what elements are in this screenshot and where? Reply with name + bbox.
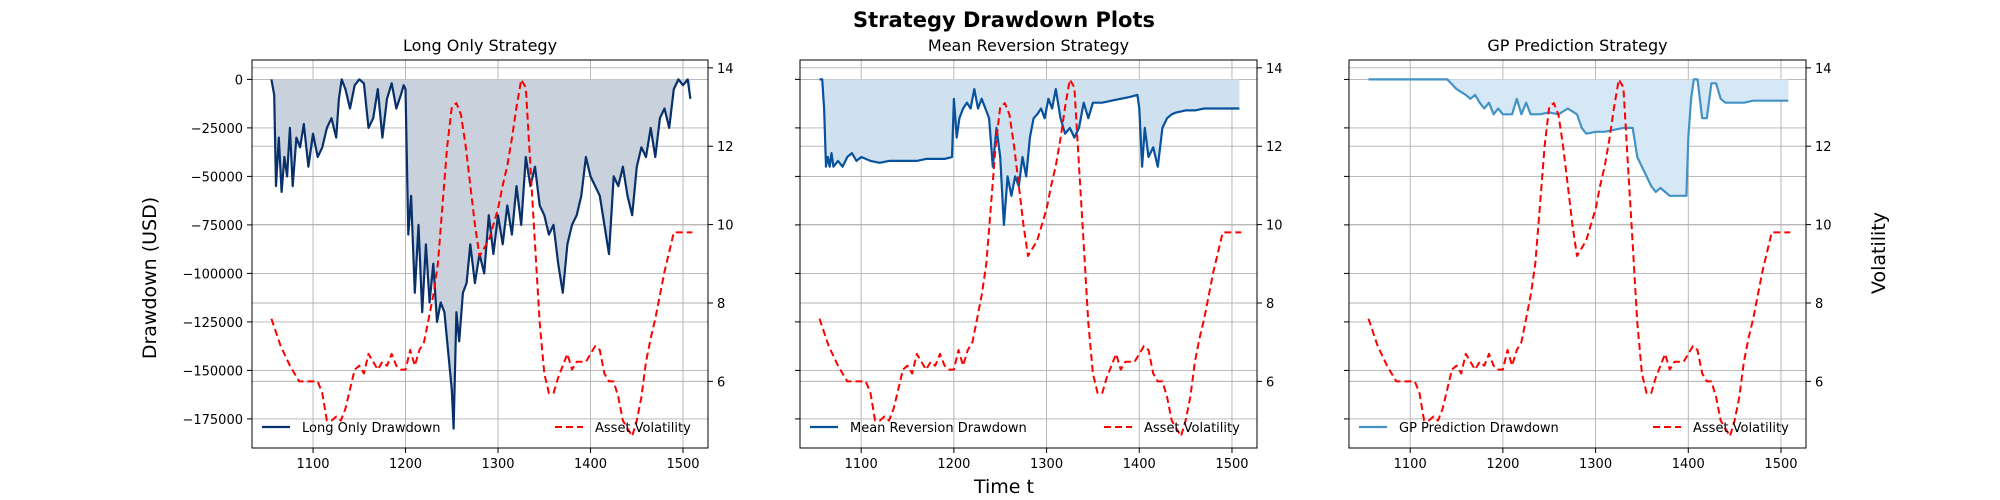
y-axis-label-left: Drawdown (USD) [139, 197, 161, 359]
figure-title: Strategy Drawdown Plots [853, 8, 1155, 32]
panels: Long Only Strategy 1100 1200 1300 1400 1500 0 −… [182, 36, 1831, 472]
y-tick-label: −25000 [191, 122, 243, 137]
y-tick-label: −50000 [191, 170, 243, 185]
y-tick-label: −125000 [182, 316, 243, 331]
y-tick-label: −75000 [191, 219, 243, 234]
drawdown-fill [819, 79, 1240, 225]
legend-label-volatility: Asset Volatility [1693, 421, 1789, 436]
x-tick-label: 1100 [1394, 457, 1427, 472]
plot-area [1367, 78, 1791, 438]
x-tick-label: 1400 [1672, 457, 1705, 472]
x-tick-label: 1300 [1579, 457, 1612, 472]
legend-label-volatility: Asset Volatility [595, 421, 691, 436]
drawdown-fill [1368, 79, 1789, 196]
plot-area [818, 78, 1242, 438]
y2-tick-label: 8 [717, 297, 725, 312]
y2-tick-label: 12 [717, 140, 734, 155]
panel-title: Long Only Strategy [403, 36, 557, 55]
y2-tick-label: 6 [1266, 375, 1274, 390]
y2-tick-label: 14 [1815, 62, 1832, 77]
legend-right: Asset Volatility [1104, 421, 1240, 436]
x-tick-label: 1400 [1123, 457, 1156, 472]
y-tick-label: −100000 [182, 267, 243, 282]
legend-left: Long Only Drawdown [262, 421, 441, 436]
x-tick-label: 1200 [389, 457, 422, 472]
panel-title: GP Prediction Strategy [1487, 36, 1667, 55]
y2-tick-label: 8 [1815, 297, 1823, 312]
y-axis-label-right: Volatility [1868, 212, 1890, 294]
y2-tick-label: 14 [1266, 62, 1283, 77]
y2-tick-label: 12 [1815, 140, 1832, 155]
legend-right: Asset Volatility [1653, 421, 1789, 436]
y2-tick-label: 12 [1266, 140, 1283, 155]
legend-right: Asset Volatility [555, 421, 691, 436]
legend-label-drawdown: Long Only Drawdown [302, 421, 441, 436]
volatility-line [1367, 78, 1791, 438]
x-tick-label: 1300 [1030, 457, 1063, 472]
y2-tick-label: 8 [1266, 297, 1274, 312]
plot-area [270, 78, 693, 438]
y2-tick-label: 6 [1815, 375, 1823, 390]
y-tick-label: −175000 [182, 413, 243, 428]
legend-label-drawdown: GP Prediction Drawdown [1399, 421, 1559, 436]
x-tick-label: 1500 [1764, 457, 1797, 472]
x-tick-label: 1300 [481, 457, 514, 472]
axes-frame [251, 59, 709, 449]
x-tick-label: 1200 [937, 457, 970, 472]
axes-frame [799, 59, 1258, 449]
y2-tick-label: 10 [1815, 219, 1832, 234]
legend-left: Mean Reversion Drawdown [810, 421, 1027, 436]
panel-1: Long Only Strategy 1100 1200 1300 1400 1500 0 −… [182, 36, 733, 472]
y2-tick-label: 10 [1266, 219, 1283, 234]
drawdown-line [1368, 78, 1789, 197]
x-tick-label: 1200 [1486, 457, 1519, 472]
y-tick-label: 0 [235, 73, 243, 88]
panel-2: Mean Reversion Strategy 1100 1200 1300 1400 1… [795, 36, 1283, 472]
x-tick-label: 1100 [296, 457, 329, 472]
volatility-line [818, 78, 1242, 438]
y-tick-label: −150000 [182, 364, 243, 379]
x-tick-label: 1500 [1215, 457, 1248, 472]
x-tick-label: 1400 [574, 457, 607, 472]
y2-tick-label: 14 [717, 62, 734, 77]
legend-label-drawdown: Mean Reversion Drawdown [850, 421, 1027, 436]
x-tick-label: 1100 [845, 457, 878, 472]
y2-tick-label: 10 [717, 219, 734, 234]
panel-title: Mean Reversion Strategy [928, 36, 1129, 55]
panel-3: GP Prediction Strategy 1100 1200 1300 1400 15… [1344, 36, 1832, 472]
x-axis-label: Time t [973, 476, 1034, 498]
volatility-line [270, 78, 693, 438]
legend-left: GP Prediction Drawdown [1359, 421, 1559, 436]
drawdown-line [270, 78, 692, 430]
axes-frame [1348, 59, 1807, 449]
legend-label-volatility: Asset Volatility [1144, 421, 1240, 436]
drawdown-line [819, 78, 1240, 226]
x-tick-label: 1500 [666, 457, 699, 472]
y2-tick-label: 6 [717, 375, 725, 390]
